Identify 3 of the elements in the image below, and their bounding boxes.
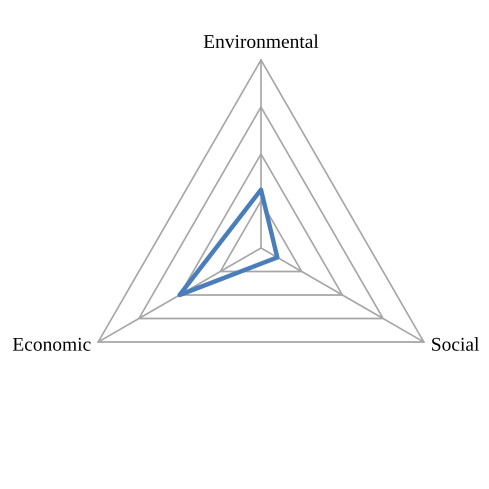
spoke-label: Social [432,337,480,351]
spoke-label: Environmental [204,34,318,48]
spoke-label: Economic [12,338,91,351]
